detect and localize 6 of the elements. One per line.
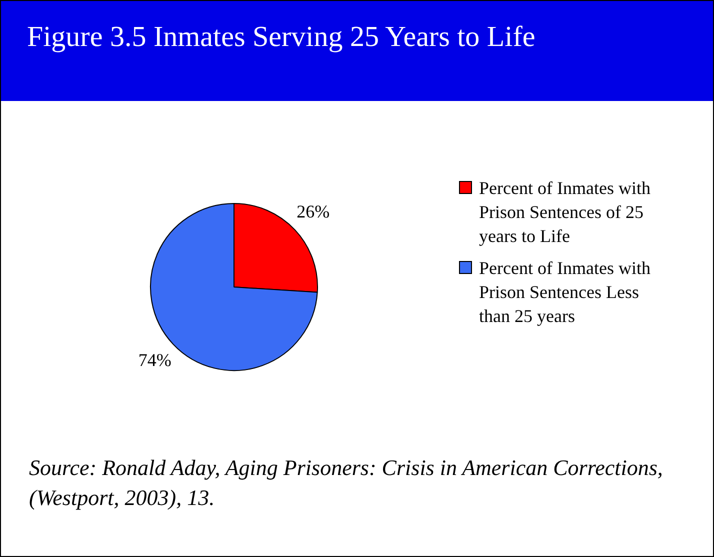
chart-title: Figure 3.5 Inmates Serving 25 Years to Life	[1, 1, 713, 101]
legend-label: Percent of Inmates with Prison Sentences of 25 years to Life	[479, 178, 650, 246]
data-label: 74%	[138, 350, 172, 370]
legend-label: Percent of Inmates with Prison Sentences Less than 25 years	[479, 258, 650, 326]
data-label: 26%	[296, 201, 330, 222]
source-note: Source: Ronald Aday, Aging Prisoners: Crisis in American Corrections, (Westport, 2003), 13.	[29, 454, 664, 512]
